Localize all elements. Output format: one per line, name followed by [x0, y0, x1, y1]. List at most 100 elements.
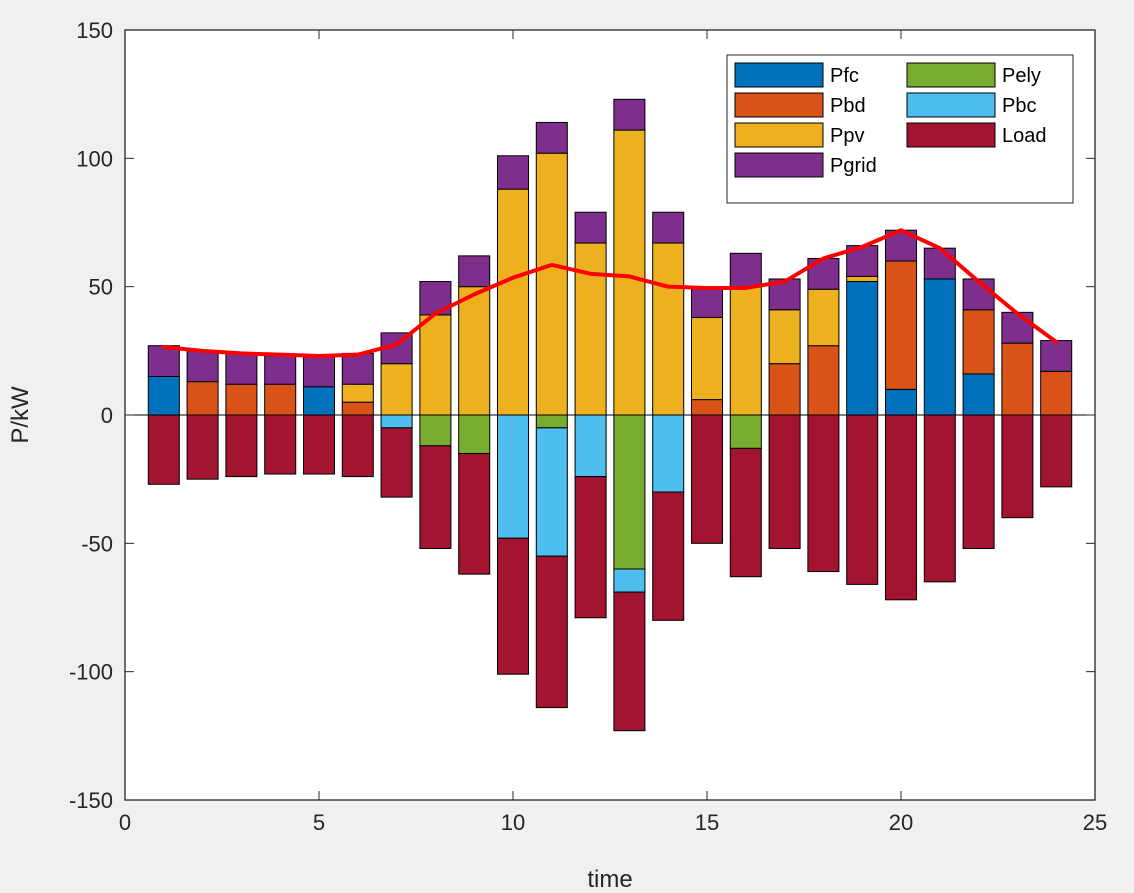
- legend-label-pbd: Pbd: [830, 95, 866, 117]
- bar-load-t2: [186, 414, 219, 480]
- bar-load-t8: [419, 445, 452, 549]
- bar-load-t20: [884, 414, 918, 601]
- ticks-layer: 0 5 10 15 20 25 -150 -100 -50 0 50 100 150: [69, 18, 1107, 835]
- bar-pfc-t5: [302, 386, 336, 416]
- bar-pgrid-t13: [613, 98, 646, 131]
- bar-pfc-t1: [147, 376, 180, 416]
- bar-pbc-t10: [496, 414, 530, 539]
- bar-pgrid-t23: [1001, 311, 1034, 344]
- bar-ppv-t8: [419, 314, 452, 416]
- y-tick-label: 150: [76, 18, 113, 43]
- bar-ppv-t12: [574, 242, 607, 416]
- legend-label-pfc: Pfc: [830, 65, 859, 87]
- bar-load-t14: [652, 491, 685, 621]
- bar-pgrid-t12: [574, 211, 607, 244]
- bar-load-t17: [768, 414, 801, 549]
- bar-load-t5: [302, 414, 336, 475]
- bar-ppv-t13: [613, 129, 646, 416]
- bar-ppv-t15: [690, 316, 724, 401]
- bar-pbc-t14: [652, 414, 685, 493]
- y-tick-label: -50: [81, 531, 113, 556]
- bar-pely-t13: [613, 414, 646, 570]
- bar-load-t11: [535, 555, 568, 709]
- bar-load-t9: [458, 453, 491, 575]
- bar-pbd-t17: [768, 363, 801, 416]
- bar-pbd-t23: [1001, 342, 1034, 416]
- bar-pbd-t4: [264, 383, 297, 416]
- bars-layer: [147, 98, 1073, 732]
- y-tick-label: -100: [69, 660, 113, 685]
- bar-pgrid-t3: [225, 352, 258, 385]
- bar-pfc-t21: [923, 278, 956, 416]
- bar-ppv-t7: [380, 363, 413, 416]
- bar-pely-t8: [419, 414, 452, 447]
- x-tick-label: 0: [119, 810, 131, 835]
- bar-load-t7: [380, 427, 413, 498]
- bar-pgrid-t9: [458, 255, 491, 288]
- legend-swatch-pbd: [734, 92, 824, 118]
- bar-pgrid-t16: [729, 252, 762, 288]
- bar-load-t24: [1040, 414, 1073, 488]
- legend-swatch-pely: [906, 62, 996, 88]
- bar-ppv-t17: [768, 309, 801, 365]
- bar-pgrid-t5: [302, 355, 336, 388]
- x-tick-label: 25: [1083, 810, 1107, 835]
- bar-pbd-t22: [962, 309, 995, 375]
- bar-load-t18: [807, 414, 840, 573]
- x-tick-label: 15: [695, 810, 719, 835]
- bar-pbd-t18: [807, 345, 840, 416]
- x-tick-label: 20: [889, 810, 913, 835]
- legend-label-ppv: Ppv: [830, 125, 864, 147]
- bar-load-t23: [1001, 414, 1034, 519]
- bar-pgrid-t4: [264, 355, 297, 385]
- bar-pbd-t15: [690, 399, 724, 416]
- bar-ppv-t10: [496, 188, 530, 416]
- load-curve-line: [161, 228, 1059, 358]
- bar-pbd-t20: [884, 260, 918, 390]
- legend-label-pbc: Pbc: [1002, 95, 1036, 117]
- legend-label-pgrid: Pgrid: [830, 155, 877, 177]
- bar-pbd-t6: [341, 401, 374, 416]
- bar-pgrid-t15: [690, 286, 724, 318]
- bar-pgrid-t11: [535, 121, 568, 154]
- bar-pbc-t7: [380, 414, 413, 429]
- bar-pbc-t13: [613, 568, 646, 593]
- bar-ppv-t6: [341, 383, 374, 403]
- x-axis-title: time: [587, 866, 632, 893]
- bar-ppv-t9: [458, 286, 491, 416]
- bar-pgrid-t6: [341, 352, 374, 385]
- bar-pgrid-t10: [496, 155, 530, 190]
- bar-pely-t16: [729, 414, 762, 449]
- bar-load-t12: [574, 476, 607, 619]
- bar-pfc-t20: [884, 388, 918, 416]
- x-tick-label: 5: [313, 810, 325, 835]
- y-axis-title: P/kW: [7, 386, 34, 444]
- bar-load-t4: [264, 414, 297, 475]
- line-layer: [161, 228, 1059, 358]
- legend-swatch-ppv: [734, 122, 824, 148]
- bar-ppv-t16: [729, 286, 762, 416]
- x-tick-label: 10: [501, 810, 525, 835]
- bar-load-t13: [613, 591, 646, 732]
- legend-swatch-pgrid: [734, 152, 824, 178]
- bar-pfc-t19: [846, 281, 879, 416]
- legend-swatch-pbc: [906, 92, 996, 118]
- bar-load-t22: [962, 414, 995, 549]
- legend-swatch-pfc: [734, 62, 824, 88]
- legend-swatch-load: [906, 122, 996, 148]
- y-tick-label: 50: [89, 275, 113, 300]
- bar-pely-t9: [458, 414, 491, 454]
- bar-load-t15: [690, 414, 724, 544]
- bar-pgrid-t24: [1040, 340, 1073, 372]
- bar-ppv-t11: [535, 152, 568, 416]
- y-tick-label: -150: [69, 788, 113, 813]
- bar-ppv-t14: [652, 242, 685, 416]
- bar-load-t19: [846, 414, 879, 585]
- bar-pbd-t3: [225, 383, 258, 416]
- legend: Pfc Pely Pbd Pbc Ppv Load Pgrid: [726, 54, 1074, 204]
- bar-load-t1: [147, 414, 180, 485]
- bar-pbd-t2: [186, 381, 219, 416]
- bar-pgrid-t1: [147, 345, 180, 378]
- bar-pely-t11: [535, 414, 568, 429]
